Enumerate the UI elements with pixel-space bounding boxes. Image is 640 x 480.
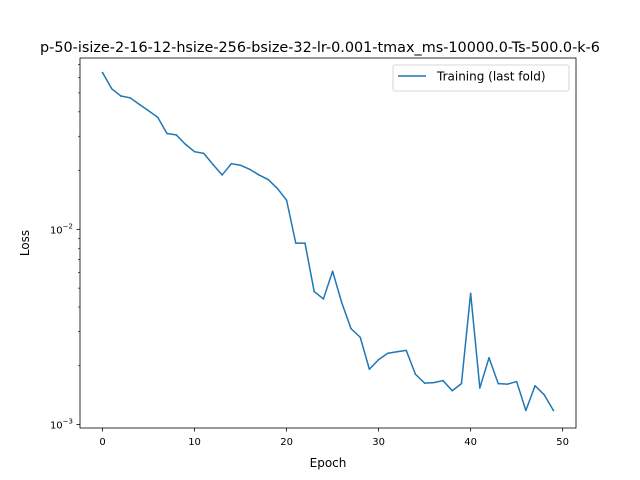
legend: Training (last fold) [392, 64, 570, 92]
data-point [193, 150, 196, 153]
data-point [543, 394, 546, 396]
data-point [175, 134, 177, 136]
data-point [405, 349, 407, 352]
series-line-training [101, 71, 555, 412]
data-point [488, 356, 490, 359]
data-point [249, 168, 251, 171]
x-tick-label: 40 [464, 437, 477, 448]
data-point [258, 174, 260, 176]
data-point [184, 143, 187, 145]
x-tick-label: 30 [372, 437, 385, 448]
data-point [276, 187, 279, 190]
data-point [497, 382, 499, 385]
data-point [239, 164, 242, 167]
data-point [377, 358, 380, 361]
x-tick-label: 0 [99, 437, 105, 448]
data-point [525, 409, 527, 412]
data-point [350, 327, 352, 330]
data-point [433, 381, 435, 384]
data-point [359, 336, 361, 339]
data-point [138, 103, 141, 106]
y-axis-label: Loss [18, 230, 32, 256]
data-point [368, 368, 371, 370]
data-point [129, 97, 131, 99]
data-point [313, 290, 315, 293]
data-point [423, 382, 426, 384]
data-point [341, 302, 343, 304]
data-point [387, 352, 389, 354]
data-point [203, 152, 205, 155]
data-point [285, 199, 288, 201]
data-point [157, 116, 159, 119]
data-point [230, 162, 233, 165]
data-point [534, 385, 536, 387]
x-tick-label: 10 [188, 437, 201, 448]
data-point [479, 387, 481, 389]
data-point [212, 163, 214, 166]
data-point [469, 292, 472, 295]
data-point [442, 379, 444, 382]
data-point [267, 178, 269, 181]
data-point [101, 71, 104, 74]
data-point [414, 373, 417, 375]
data-point [221, 174, 223, 176]
data-point [451, 389, 453, 392]
data-point [147, 110, 150, 112]
data-point [322, 298, 325, 300]
axes-frame [79, 57, 577, 429]
x-axis-label: Epoch [310, 456, 347, 470]
data-point [515, 380, 518, 383]
data-point [166, 132, 168, 135]
data-point [552, 409, 555, 412]
chart-title: p-50-isize-2-16-12-hsize-256-bsize-32-lr… [40, 40, 600, 56]
y-tick-label: 10−3 [50, 418, 73, 432]
y-tick-label: 10−2 [50, 222, 73, 236]
data-point [396, 351, 398, 353]
x-tick-label: 50 [556, 437, 569, 448]
data-point [506, 383, 509, 385]
data-point [304, 242, 306, 244]
legend-box [392, 64, 570, 92]
data-point [120, 95, 122, 97]
data-point [110, 88, 113, 90]
x-tick-label: 20 [280, 437, 293, 448]
data-point [331, 270, 334, 273]
data-point [295, 242, 297, 244]
data-point [460, 382, 463, 385]
legend-entry-label: Training (last fold) [436, 70, 546, 84]
